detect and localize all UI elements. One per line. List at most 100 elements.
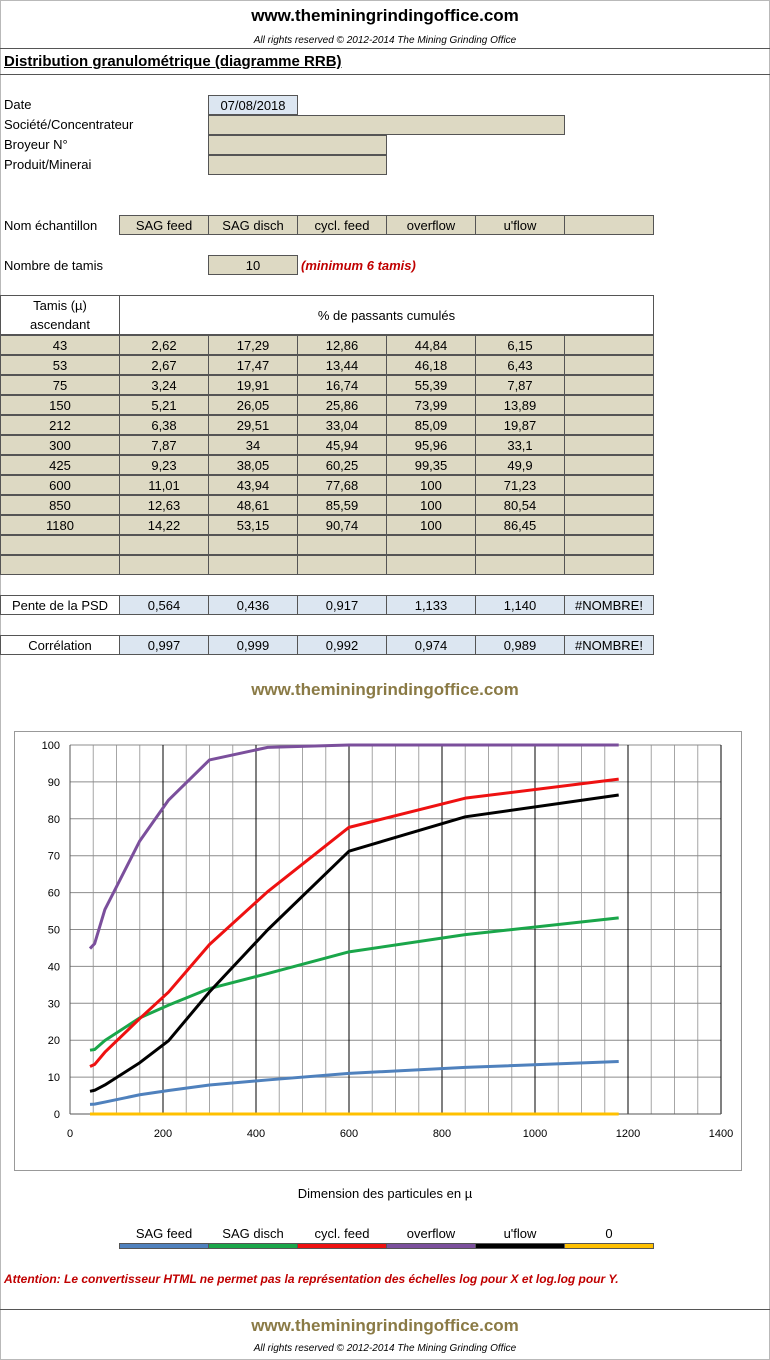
passing-percent-cell[interactable] xyxy=(475,555,565,575)
passing-percent-cell[interactable]: 17,29 xyxy=(208,335,298,355)
company-field[interactable] xyxy=(208,115,565,135)
passing-percent-cell[interactable] xyxy=(386,555,476,575)
x-axis-label: Dimension des particules en µ xyxy=(297,1186,473,1201)
footer-site-link[interactable]: www.theminingrindingoffice.com xyxy=(251,1316,519,1335)
passing-percent-cell[interactable] xyxy=(119,535,209,555)
passing-percent-cell[interactable]: 80,54 xyxy=(475,495,565,515)
passing-percent-cell[interactable]: 71,23 xyxy=(475,475,565,495)
passing-percent-cell[interactable]: 12,63 xyxy=(119,495,209,515)
passing-percent-cell[interactable]: 49,9 xyxy=(475,455,565,475)
passing-percent-cell[interactable]: 2,67 xyxy=(119,355,209,375)
mid-site-link[interactable]: www.theminingrindingoffice.com xyxy=(251,680,519,699)
passing-percent-cell[interactable]: 45,94 xyxy=(297,435,387,455)
passing-percent-cell[interactable]: 13,44 xyxy=(297,355,387,375)
y-tick-label: 80 xyxy=(48,814,60,826)
passing-percent-cell[interactable]: 53,15 xyxy=(208,515,298,535)
sample-name-cell[interactable]: SAG feed xyxy=(119,215,209,235)
passing-percent-cell[interactable]: 95,96 xyxy=(386,435,476,455)
correlation-label: Corrélation xyxy=(0,635,120,655)
passing-percent-cell[interactable] xyxy=(564,335,654,355)
passing-percent-cell[interactable] xyxy=(386,535,476,555)
sample-name-cell[interactable]: SAG disch xyxy=(208,215,298,235)
passing-percent-cell[interactable]: 100 xyxy=(386,495,476,515)
product-field[interactable] xyxy=(208,155,387,175)
passing-percent-cell[interactable]: 38,05 xyxy=(208,455,298,475)
passing-percent-cell[interactable] xyxy=(475,535,565,555)
passing-percent-cell[interactable]: 19,91 xyxy=(208,375,298,395)
passing-percent-cell[interactable]: 48,61 xyxy=(208,495,298,515)
passing-percent-cell[interactable]: 90,74 xyxy=(297,515,387,535)
passing-percent-cell[interactable] xyxy=(564,415,654,435)
passing-percent-cell[interactable] xyxy=(564,395,654,415)
sample-name-label: Nom échantillon xyxy=(4,218,98,233)
passing-percent-cell[interactable]: 26,05 xyxy=(208,395,298,415)
passing-percent-cell[interactable]: 85,09 xyxy=(386,415,476,435)
x-tick-label: 1200 xyxy=(616,1128,640,1140)
site-header-title[interactable]: www.theminingrindingoffice.com xyxy=(251,6,519,25)
x-tick-label: 1400 xyxy=(709,1128,733,1140)
passing-percent-cell[interactable]: 13,89 xyxy=(475,395,565,415)
passing-percent-cell[interactable]: 14,22 xyxy=(119,515,209,535)
passing-percent-cell[interactable]: 7,87 xyxy=(475,375,565,395)
passing-percent-cell[interactable]: 19,87 xyxy=(475,415,565,435)
passing-percent-cell[interactable]: 43,94 xyxy=(208,475,298,495)
passing-percent-cell[interactable] xyxy=(564,435,654,455)
passing-percent-cell[interactable] xyxy=(297,555,387,575)
passing-percent-cell[interactable]: 2,62 xyxy=(119,335,209,355)
passing-percent-cell[interactable] xyxy=(564,355,654,375)
passing-percent-cell[interactable]: 73,99 xyxy=(386,395,476,415)
passing-percent-cell[interactable]: 5,21 xyxy=(119,395,209,415)
passing-percent-cell[interactable] xyxy=(564,455,654,475)
passing-percent-cell[interactable]: 85,59 xyxy=(297,495,387,515)
passing-percent-cell[interactable] xyxy=(564,375,654,395)
passing-percent-cell[interactable]: 33,04 xyxy=(297,415,387,435)
sieve-size-cell: 150 xyxy=(0,395,120,415)
passing-percent-cell[interactable] xyxy=(297,535,387,555)
passing-percent-cell[interactable]: 7,87 xyxy=(119,435,209,455)
passing-percent-cell[interactable] xyxy=(119,555,209,575)
passing-percent-cell[interactable]: 60,25 xyxy=(297,455,387,475)
sieve-header-line2: ascendant xyxy=(30,317,90,332)
sample-name-cell[interactable]: u'flow xyxy=(475,215,565,235)
passing-percent-cell[interactable]: 6,43 xyxy=(475,355,565,375)
x-tick-label: 1000 xyxy=(523,1128,547,1140)
passing-percent-cell[interactable] xyxy=(208,535,298,555)
sieve-count-field[interactable]: 10 xyxy=(208,255,298,275)
passing-percent-cell[interactable] xyxy=(564,555,654,575)
date-field[interactable]: 07/08/2018 xyxy=(208,95,298,115)
passing-percent-cell[interactable]: 44,84 xyxy=(386,335,476,355)
y-tick-label: 40 xyxy=(48,961,60,973)
passing-percent-cell[interactable] xyxy=(564,515,654,535)
mill-field[interactable] xyxy=(208,135,387,155)
sieve-column-header: Tamis (µ) ascendant xyxy=(0,295,120,335)
series-line xyxy=(89,793,619,1093)
passing-percent-cell[interactable]: 33,1 xyxy=(475,435,565,455)
passing-percent-cell[interactable]: 86,45 xyxy=(475,515,565,535)
passing-percent-cell[interactable] xyxy=(564,495,654,515)
passing-percent-cell[interactable]: 100 xyxy=(386,515,476,535)
sample-name-cell[interactable] xyxy=(564,215,654,235)
passing-percent-cell[interactable]: 55,39 xyxy=(386,375,476,395)
passing-percent-cell[interactable]: 99,35 xyxy=(386,455,476,475)
passing-percent-cell[interactable]: 16,74 xyxy=(297,375,387,395)
sample-name-cell[interactable]: cycl. feed xyxy=(297,215,387,235)
passing-percent-cell[interactable] xyxy=(208,555,298,575)
passing-percent-cell[interactable]: 6,38 xyxy=(119,415,209,435)
passing-percent-cell[interactable]: 17,47 xyxy=(208,355,298,375)
passing-percent-cell[interactable]: 11,01 xyxy=(119,475,209,495)
correlation-value-cell: 0,992 xyxy=(297,635,387,655)
passing-percent-cell[interactable] xyxy=(564,475,654,495)
passing-percent-cell[interactable]: 3,24 xyxy=(119,375,209,395)
passing-percent-cell[interactable]: 46,18 xyxy=(386,355,476,375)
correlation-value-cell: 0,989 xyxy=(475,635,565,655)
passing-percent-cell[interactable]: 9,23 xyxy=(119,455,209,475)
passing-percent-cell[interactable]: 100 xyxy=(386,475,476,495)
passing-percent-cell[interactable]: 12,86 xyxy=(297,335,387,355)
passing-percent-cell[interactable]: 34 xyxy=(208,435,298,455)
passing-percent-cell[interactable]: 29,51 xyxy=(208,415,298,435)
passing-percent-cell[interactable] xyxy=(564,535,654,555)
passing-percent-cell[interactable]: 77,68 xyxy=(297,475,387,495)
sample-name-cell[interactable]: overflow xyxy=(386,215,476,235)
passing-percent-cell[interactable]: 6,15 xyxy=(475,335,565,355)
passing-percent-cell[interactable]: 25,86 xyxy=(297,395,387,415)
